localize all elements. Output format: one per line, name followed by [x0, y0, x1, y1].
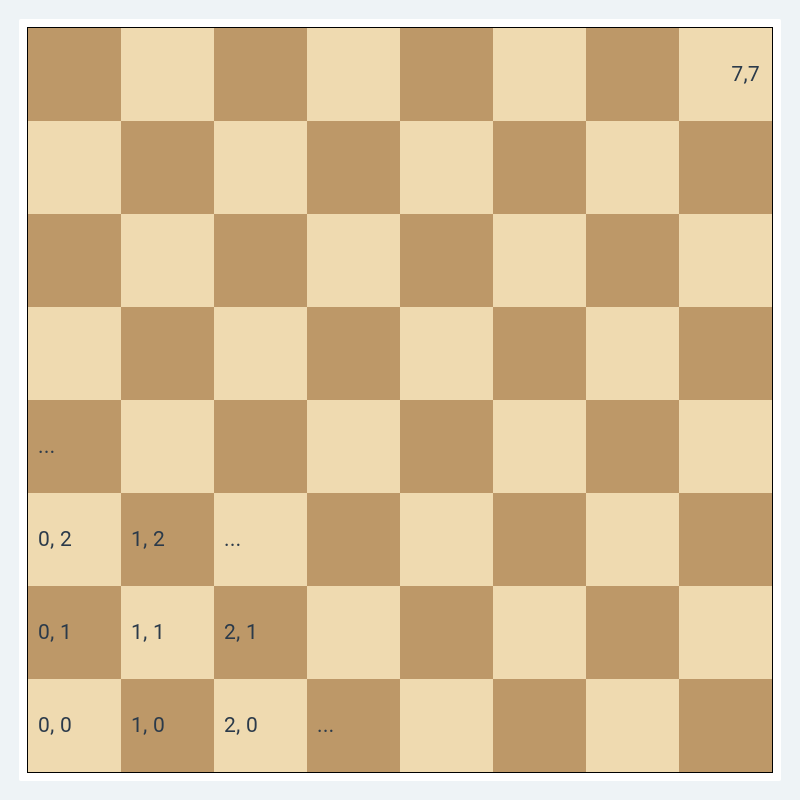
square-4-6 — [400, 121, 493, 214]
square-5-7 — [493, 28, 586, 121]
square-6-3 — [586, 400, 679, 493]
square-1-6 — [121, 121, 214, 214]
square-3-3 — [307, 400, 400, 493]
square-3-4 — [307, 307, 400, 400]
square-7-0 — [679, 679, 772, 772]
square-4-0 — [400, 679, 493, 772]
square-2-4 — [214, 307, 307, 400]
square-1-4 — [121, 307, 214, 400]
square-7-6 — [679, 121, 772, 214]
square-6-5 — [586, 214, 679, 307]
square-3-5 — [307, 214, 400, 307]
square-7-2 — [679, 493, 772, 586]
square-6-7 — [586, 28, 679, 121]
square-6-6 — [586, 121, 679, 214]
square-7-3 — [679, 400, 772, 493]
square-3-6 — [307, 121, 400, 214]
square-7-5 — [679, 214, 772, 307]
square-1-0: 1, 0 — [121, 679, 214, 772]
square-5-2 — [493, 493, 586, 586]
square-4-2 — [400, 493, 493, 586]
square-2-0: 2, 0 — [214, 679, 307, 772]
square-2-6 — [214, 121, 307, 214]
square-2-2: ... — [214, 493, 307, 586]
square-4-4 — [400, 307, 493, 400]
square-5-1 — [493, 586, 586, 679]
square-2-5 — [214, 214, 307, 307]
square-1-2: 1, 2 — [121, 493, 214, 586]
square-0-1: 0, 1 — [28, 586, 121, 679]
square-2-7 — [214, 28, 307, 121]
square-5-6 — [493, 121, 586, 214]
square-5-3 — [493, 400, 586, 493]
board-panel: 7,7...0, 21, 2...0, 11, 12, 10, 01, 02, … — [19, 19, 781, 781]
square-2-1: 2, 1 — [214, 586, 307, 679]
square-4-1 — [400, 586, 493, 679]
square-0-0: 0, 0 — [28, 679, 121, 772]
square-3-2 — [307, 493, 400, 586]
square-6-0 — [586, 679, 679, 772]
square-6-4 — [586, 307, 679, 400]
square-1-3 — [121, 400, 214, 493]
square-0-7 — [28, 28, 121, 121]
square-5-0 — [493, 679, 586, 772]
square-2-3 — [214, 400, 307, 493]
page-background: 7,7...0, 21, 2...0, 11, 12, 10, 01, 02, … — [0, 0, 800, 800]
square-0-4 — [28, 307, 121, 400]
square-0-2: 0, 2 — [28, 493, 121, 586]
square-7-7: 7,7 — [679, 28, 772, 121]
chessboard-grid: 7,7...0, 21, 2...0, 11, 12, 10, 01, 02, … — [27, 27, 773, 773]
square-4-7 — [400, 28, 493, 121]
square-7-4 — [679, 307, 772, 400]
square-0-6 — [28, 121, 121, 214]
square-4-3 — [400, 400, 493, 493]
square-3-1 — [307, 586, 400, 679]
square-0-5 — [28, 214, 121, 307]
square-5-4 — [493, 307, 586, 400]
square-4-5 — [400, 214, 493, 307]
square-1-5 — [121, 214, 214, 307]
square-1-1: 1, 1 — [121, 586, 214, 679]
square-6-1 — [586, 586, 679, 679]
square-6-2 — [586, 493, 679, 586]
square-7-1 — [679, 586, 772, 679]
square-5-5 — [493, 214, 586, 307]
square-0-3: ... — [28, 400, 121, 493]
square-3-0: ... — [307, 679, 400, 772]
square-1-7 — [121, 28, 214, 121]
square-3-7 — [307, 28, 400, 121]
